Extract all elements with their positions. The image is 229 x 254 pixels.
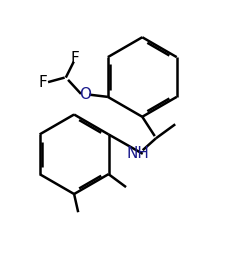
Text: NH: NH xyxy=(126,146,149,161)
Text: O: O xyxy=(79,87,91,102)
Text: F: F xyxy=(38,75,47,90)
Text: F: F xyxy=(70,51,79,66)
